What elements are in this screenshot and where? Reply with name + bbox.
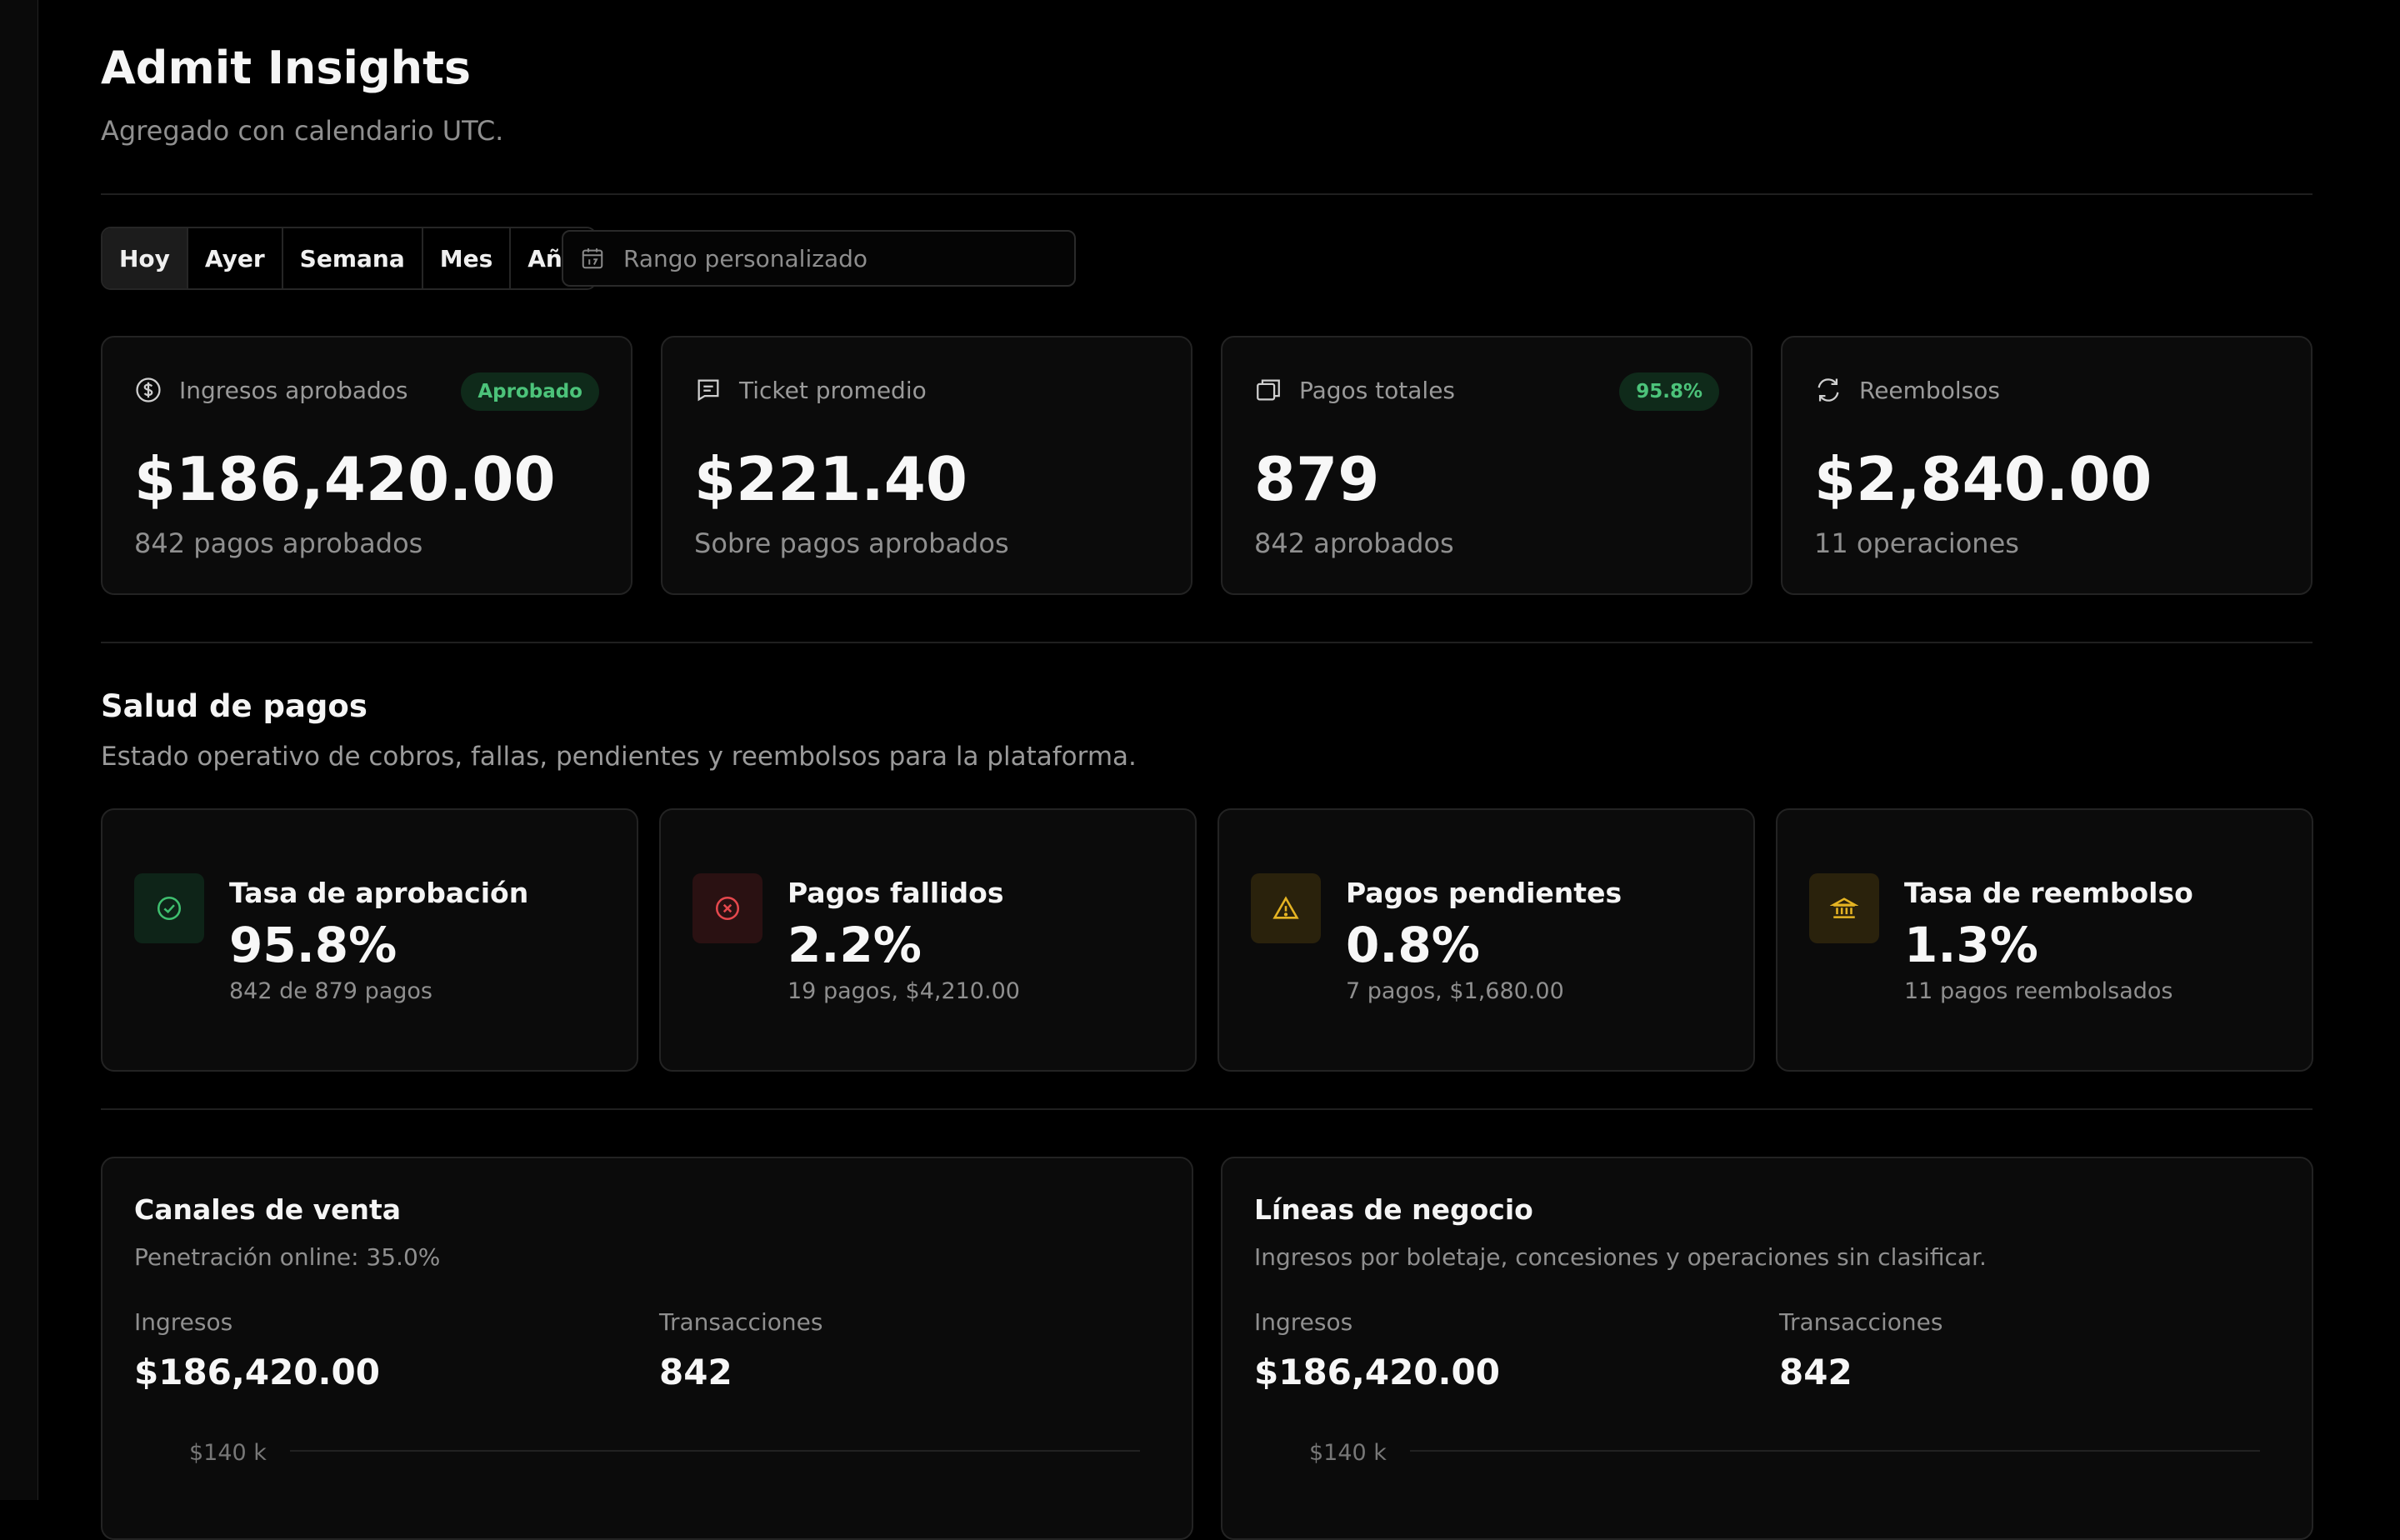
panel-description: Ingresos por boletaje, concesiones y ope… <box>1254 1243 1987 1271</box>
health-value: 95.8% <box>229 917 398 973</box>
chart-axis-tick: $140 k <box>1309 1440 1387 1466</box>
dollar-circle-icon <box>136 378 161 402</box>
app-rail <box>0 0 38 1500</box>
health-icon-box <box>692 873 762 943</box>
health-value: 2.2% <box>788 917 922 973</box>
panel-description: Penetración online: 35.0% <box>134 1243 441 1271</box>
tab-semana[interactable]: Semana <box>282 228 423 288</box>
kpi-value: 879 <box>1254 444 1380 514</box>
bank-icon <box>1830 898 1858 918</box>
receipt-icon <box>698 379 719 402</box>
period-tabs: Hoy Ayer Semana Mes Año <box>101 227 598 290</box>
header-divider <box>101 193 2312 195</box>
health-card-reembolso: Tasa de reembolso 1.3% 11 pagos reembols… <box>1776 808 2313 1072</box>
health-subtext: 7 pagos, $1,680.00 <box>1346 978 1564 1004</box>
health-subtext: 842 de 879 pagos <box>229 978 432 1004</box>
warning-triangle-icon <box>1272 896 1299 919</box>
metric-label-ingresos: Ingresos <box>134 1308 233 1336</box>
refresh-icon <box>1818 378 1839 402</box>
health-value: 0.8% <box>1346 917 1480 973</box>
health-title: Tasa de reembolso <box>1904 877 2193 909</box>
health-card-pendientes: Pagos pendientes 0.8% 7 pagos, $1,680.00 <box>1218 808 1755 1072</box>
chart-gridline <box>290 1450 1140 1452</box>
kpi-subtext: 842 aprobados <box>1254 528 1454 559</box>
metric-label-transacciones: Transacciones <box>659 1308 823 1336</box>
health-icon-box <box>1251 873 1321 943</box>
metric-value-transacciones: 842 <box>1779 1352 1852 1392</box>
panel-canales-venta: Canales de venta Penetración online: 35.… <box>101 1157 1193 1540</box>
kpi-label: Ticket promedio <box>739 376 927 404</box>
chart-axis-tick: $140 k <box>189 1440 267 1466</box>
panel-title: Canales de venta <box>134 1193 401 1226</box>
stack-icon <box>1257 379 1280 401</box>
metric-value-ingresos: $186,420.00 <box>134 1352 380 1392</box>
panel-title: Líneas de negocio <box>1254 1193 1533 1226</box>
custom-range-picker[interactable] <box>562 230 1076 287</box>
health-icon-box <box>1809 873 1879 943</box>
health-title: Pagos fallidos <box>788 877 1004 909</box>
health-value: 1.3% <box>1904 917 2038 973</box>
kpi-card-reembolsos: Reembolsos $2,840.00 11 operaciones <box>1781 336 2312 595</box>
section-description: Estado operativo de cobros, fallas, pend… <box>101 742 1137 772</box>
kpi-value: $2,840.00 <box>1814 444 2152 514</box>
health-title: Pagos pendientes <box>1346 877 1622 909</box>
check-circle-icon <box>157 896 182 921</box>
kpi-label: Ingresos aprobados <box>179 376 408 404</box>
tab-ayer[interactable]: Ayer <box>188 228 283 288</box>
rate-badge: 95.8% <box>1619 372 1719 411</box>
metric-label-transacciones: Transacciones <box>1779 1308 1943 1336</box>
metric-label-ingresos: Ingresos <box>1254 1308 1353 1336</box>
health-divider <box>101 1108 2312 1110</box>
kpi-value: $221.40 <box>694 444 968 514</box>
metric-value-transacciones: 842 <box>659 1352 732 1392</box>
calendar-icon <box>582 248 603 269</box>
health-card-fallidos: Pagos fallidos 2.2% 19 pagos, $4,210.00 <box>659 808 1197 1072</box>
status-badge: Aprobado <box>461 372 599 411</box>
kpi-value: $186,420.00 <box>134 444 556 514</box>
kpi-label: Reembolsos <box>1859 376 2000 404</box>
health-subtext: 19 pagos, $4,210.00 <box>788 978 1020 1004</box>
chart-gridline <box>1410 1450 2260 1452</box>
kpi-subtext: Sobre pagos aprobados <box>694 528 1009 559</box>
tab-hoy[interactable]: Hoy <box>102 228 188 288</box>
custom-range-input[interactable] <box>623 244 1057 272</box>
health-title: Tasa de aprobación <box>229 877 529 909</box>
tab-mes[interactable]: Mes <box>422 228 512 288</box>
kpi-label: Pagos totales <box>1299 376 1456 404</box>
kpi-subtext: 11 operaciones <box>1814 528 2019 559</box>
kpi-subtext: 842 pagos aprobados <box>134 528 423 559</box>
section-title: Salud de pagos <box>101 688 368 724</box>
health-subtext: 11 pagos reembolsados <box>1904 978 2173 1004</box>
page-title: Admit Insights <box>101 42 472 94</box>
kpi-card-ticket: Ticket promedio $221.40 Sobre pagos apro… <box>661 336 1192 595</box>
x-circle-icon <box>715 896 740 921</box>
panel-lineas-negocio: Líneas de negocio Ingresos por boletaje,… <box>1221 1157 2313 1540</box>
kpi-card-ingresos: Ingresos aprobados Aprobado $186,420.00 … <box>101 336 632 595</box>
kpi-divider <box>101 642 2312 643</box>
health-icon-box <box>134 873 204 943</box>
kpi-card-pagos-totales: Pagos totales 95.8% 879 842 aprobados <box>1221 336 1752 595</box>
page-subtitle: Agregado con calendario UTC. <box>101 115 504 147</box>
metric-value-ingresos: $186,420.00 <box>1254 1352 1500 1392</box>
health-card-aprobacion: Tasa de aprobación 95.8% 842 de 879 pago… <box>101 808 638 1072</box>
